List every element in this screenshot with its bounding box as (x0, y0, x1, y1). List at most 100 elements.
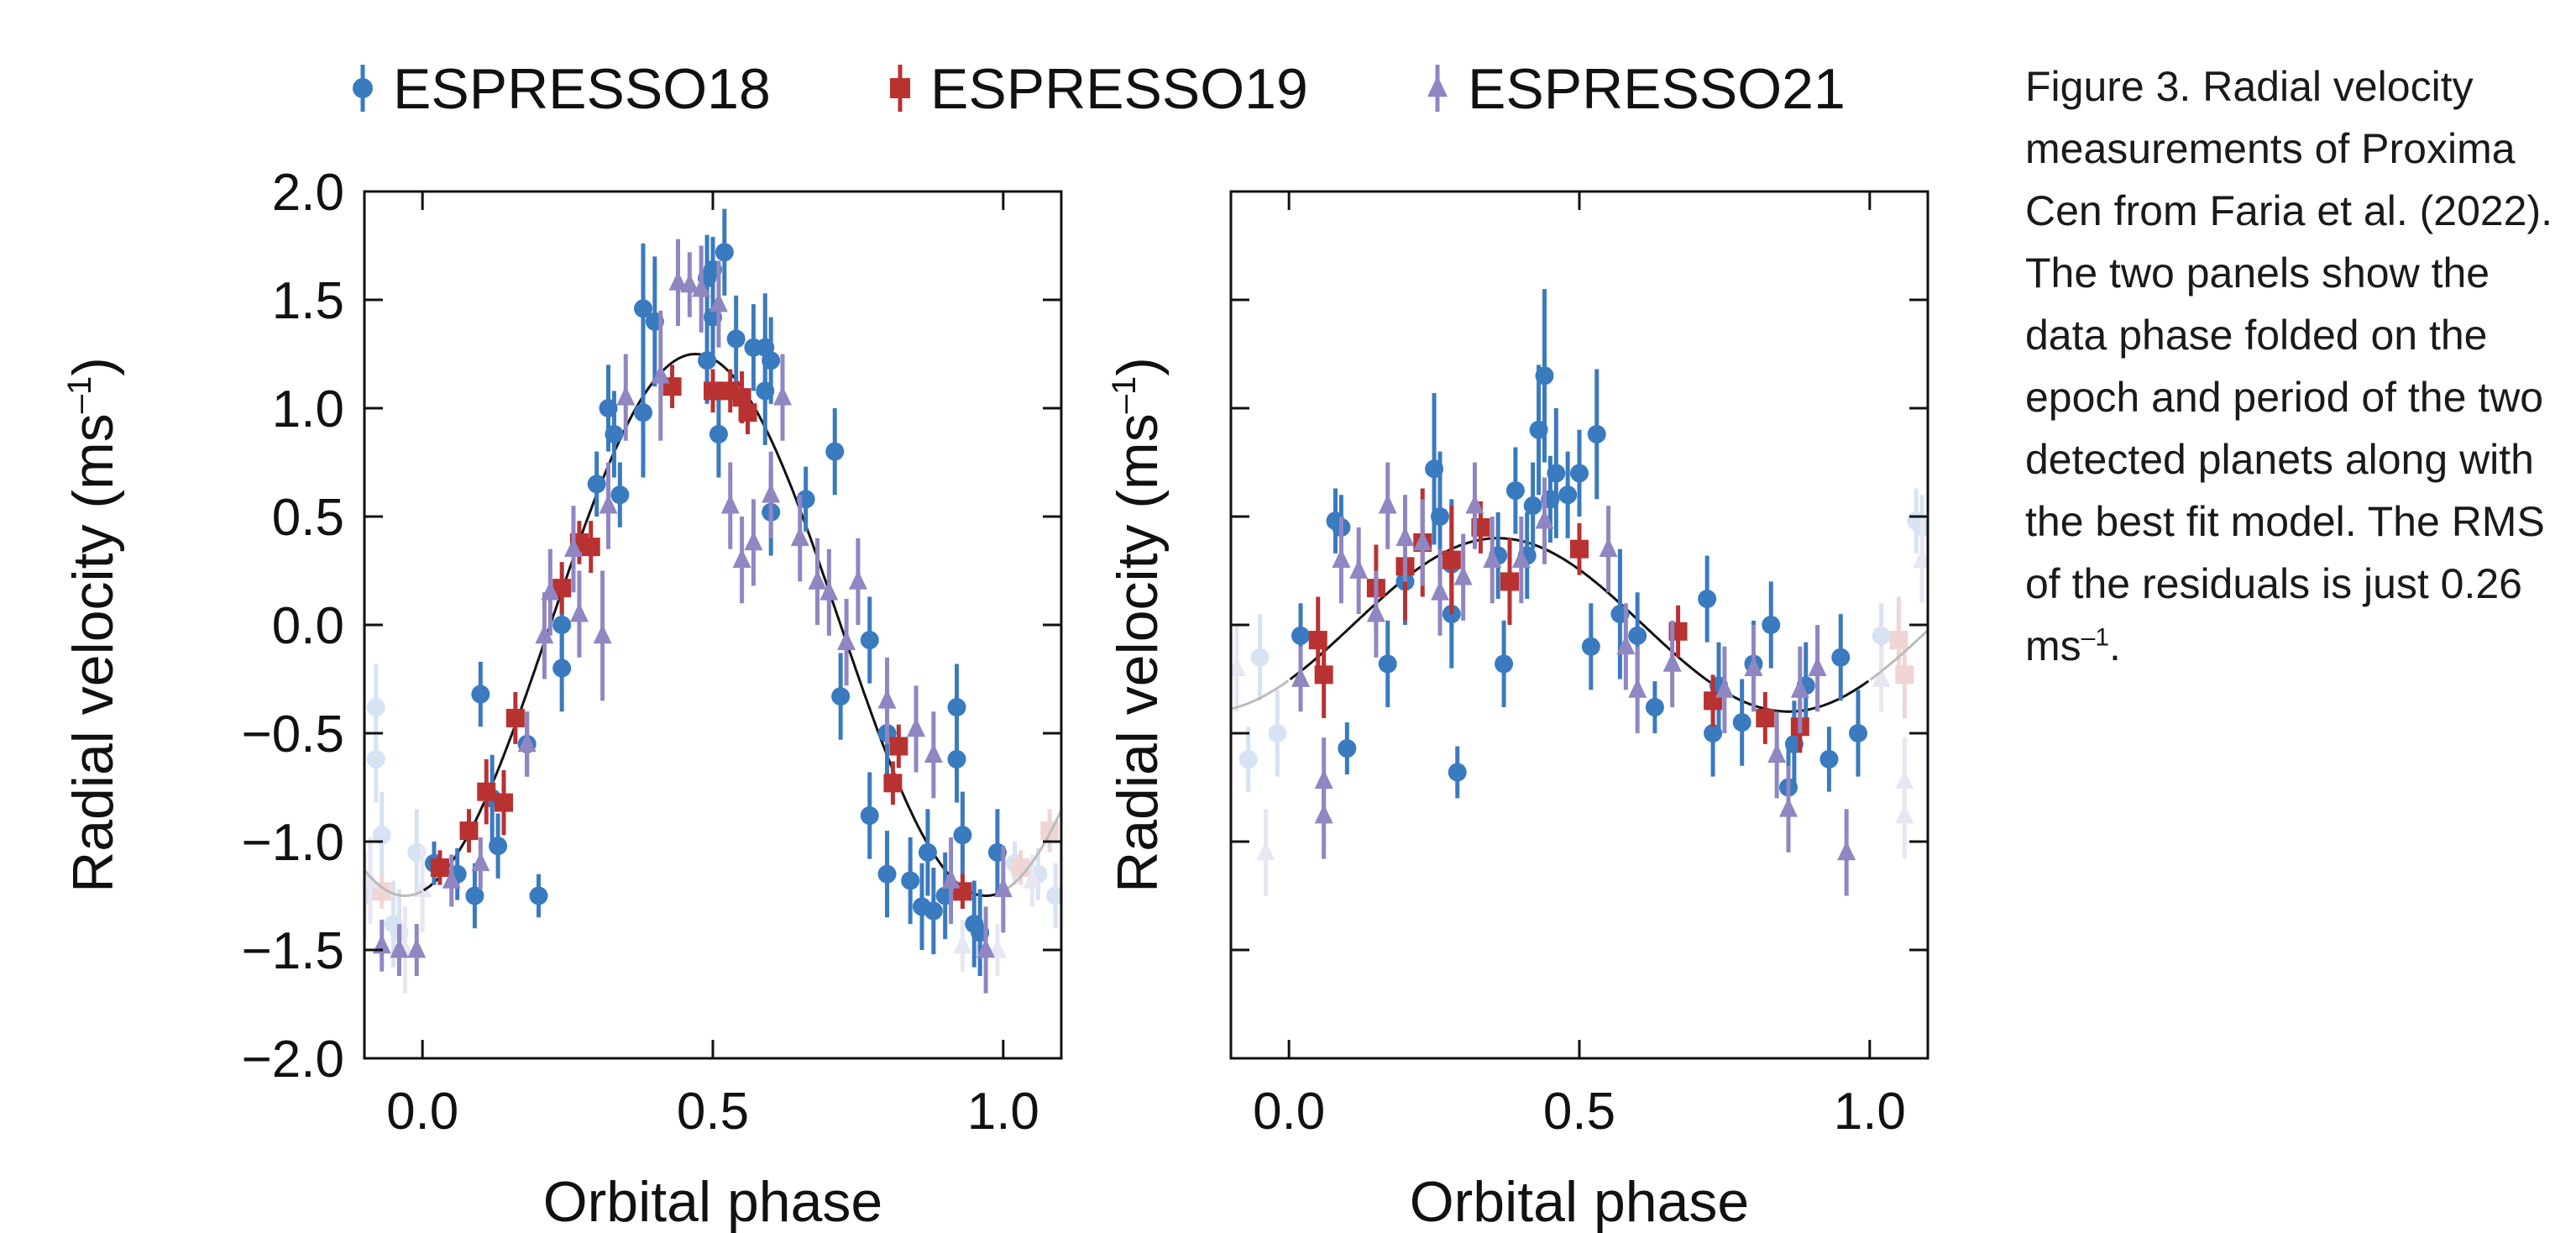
wrapped-point (1005, 853, 1024, 873)
y-axis-label-superscript: –1 (61, 376, 98, 414)
y-tick-label: −1.5 (242, 922, 344, 980)
data-point (976, 938, 996, 958)
wrapped-point (1256, 841, 1275, 861)
data-point (953, 826, 972, 845)
data-point (1338, 739, 1357, 758)
legend-marker-triangle (1427, 76, 1448, 97)
data-point (1570, 539, 1589, 559)
data-point (477, 782, 496, 801)
data-point (668, 270, 688, 291)
data-point (924, 901, 943, 921)
series-ESPRESSO21 (1291, 462, 1856, 896)
data-point (773, 386, 792, 406)
data-point (901, 871, 920, 890)
data-point (552, 579, 572, 598)
data-point (599, 494, 618, 514)
x-tick-label: 0.5 (677, 1083, 749, 1141)
wrapped-point (1872, 626, 1891, 645)
data-point (715, 243, 734, 262)
data-point (831, 687, 851, 706)
data-point (1558, 485, 1578, 505)
data-point (1779, 797, 1798, 817)
legend-label: ESPRESSO19 (930, 57, 1308, 121)
wrapped-point (372, 826, 391, 845)
data-point (535, 624, 554, 644)
data-point (605, 424, 624, 443)
data-point (877, 864, 897, 884)
data-point (610, 485, 630, 505)
series-ESPRESSO21 (372, 239, 1013, 994)
data-point (848, 569, 867, 590)
wrapped-point (1231, 656, 1246, 676)
data-point (529, 886, 548, 905)
wrapped-point (364, 886, 374, 905)
y-axis-label-superscript: –1 (1106, 376, 1143, 414)
data-point (1570, 464, 1589, 483)
data-point (1581, 637, 1600, 656)
data-point (1535, 509, 1554, 529)
data-point (1628, 678, 1647, 698)
data-point (1523, 496, 1542, 516)
data-point (390, 938, 409, 958)
data-point (704, 381, 722, 401)
data-point (564, 537, 583, 558)
x-axis-label: Orbital phase (1410, 1170, 1749, 1233)
wrapped-points (1231, 488, 1928, 896)
x-tick-label: 1.0 (1834, 1083, 1906, 1141)
data-point (634, 299, 652, 318)
wrapped-point (366, 749, 385, 769)
data-point (1616, 635, 1636, 655)
data-point (720, 494, 740, 514)
y-tick-label: 0.0 (272, 597, 344, 655)
series-ESPRESSO18 (425, 208, 1007, 976)
data-point (1395, 527, 1415, 547)
data-point (1808, 656, 1827, 676)
data-point (924, 743, 943, 763)
caption-text-end: . (2109, 622, 2121, 669)
data-point (889, 737, 908, 756)
data-point (819, 580, 839, 601)
data-point (1715, 678, 1734, 698)
wrapped-point (953, 934, 972, 954)
data-point (1587, 424, 1606, 443)
data-point (726, 329, 746, 349)
wrapped-point (1895, 665, 1914, 685)
data-point (1442, 550, 1461, 569)
data-point (1767, 743, 1787, 763)
data-point (1431, 580, 1449, 601)
y-tick-label: 1.0 (272, 380, 344, 438)
left-panel: −2.0 −1.5 −1.0 −0.5 0.0 0.5 1.0 1.5 2.0 0.0 0.5 1.0… (61, 164, 1063, 1233)
wrapped-point (1268, 724, 1287, 742)
model-curve-extension (1003, 810, 1061, 892)
y-axis-label-text: Radial velocity (ms (1106, 413, 1170, 893)
data-point (941, 868, 961, 889)
data-point (680, 273, 699, 293)
data-point (692, 277, 711, 297)
x-tick-label: 0.0 (1253, 1083, 1325, 1141)
caption-superscript: –1 (2081, 623, 2110, 652)
data-point (1291, 667, 1310, 687)
data-point (372, 934, 391, 954)
y-tick-label: 2.0 (272, 164, 344, 222)
y-tick-label: 1.5 (272, 272, 344, 330)
y-axis-label: Radial velocity (ms–1) (1106, 357, 1170, 893)
data-point (471, 852, 490, 872)
data-point (1819, 749, 1839, 769)
data-point (581, 538, 600, 557)
data-point (1314, 804, 1333, 824)
data-point (1756, 708, 1775, 727)
wrapped-point (407, 842, 427, 862)
data-point (762, 483, 781, 503)
data-point (1547, 464, 1566, 483)
data-point (1645, 698, 1664, 717)
data-point (1291, 626, 1310, 645)
wrapped-point (1895, 769, 1914, 790)
legend-label: ESPRESSO21 (1468, 57, 1846, 121)
model-curve-extension (1231, 679, 1290, 711)
legend-marker-square (890, 78, 910, 98)
data-point (407, 938, 427, 958)
data-point (1790, 678, 1809, 698)
y-axis-label: Radial velocity (ms–1) (61, 357, 125, 893)
x-tick-label: 0.5 (1543, 1083, 1615, 1141)
figure-caption: Figure 3. Radial velocity measurements o… (2025, 55, 2563, 677)
